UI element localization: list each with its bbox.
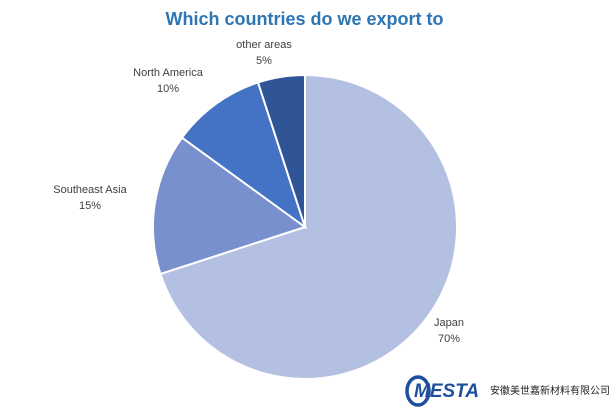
logo-text: MESTA	[414, 381, 479, 402]
pie-slice-japan	[159, 73, 458, 380]
slice-label-southeast-asia: Southeast Asia	[53, 184, 127, 196]
pie-slice-southeast-asia	[152, 136, 308, 276]
slice-value-southeast-asia: 15%	[79, 200, 101, 212]
chart-title: Which countries do we export to	[165, 9, 444, 29]
pie-labels: Japan 70% Southeast Asia 15% North America 10…	[53, 39, 464, 345]
slice-label-other-areas: other areas	[236, 39, 292, 51]
company-name: 安徽美世嘉新材料有限公司	[490, 386, 609, 397]
slice-value-japan: 70%	[438, 333, 460, 345]
company-logo: MESTA 安徽美世嘉新材料有限公司	[404, 369, 609, 413]
mesta-logo-icon: MESTA	[405, 375, 479, 407]
pie-slice-other-areas	[256, 73, 306, 228]
pie-slices	[152, 73, 458, 380]
slice-label-north-america: North America	[133, 67, 204, 79]
slice-label-japan: Japan	[434, 317, 464, 329]
slice-value-north-america: 10%	[157, 83, 179, 95]
pie-slice-north-america	[180, 81, 307, 230]
slice-value-other-areas: 5%	[256, 55, 272, 67]
